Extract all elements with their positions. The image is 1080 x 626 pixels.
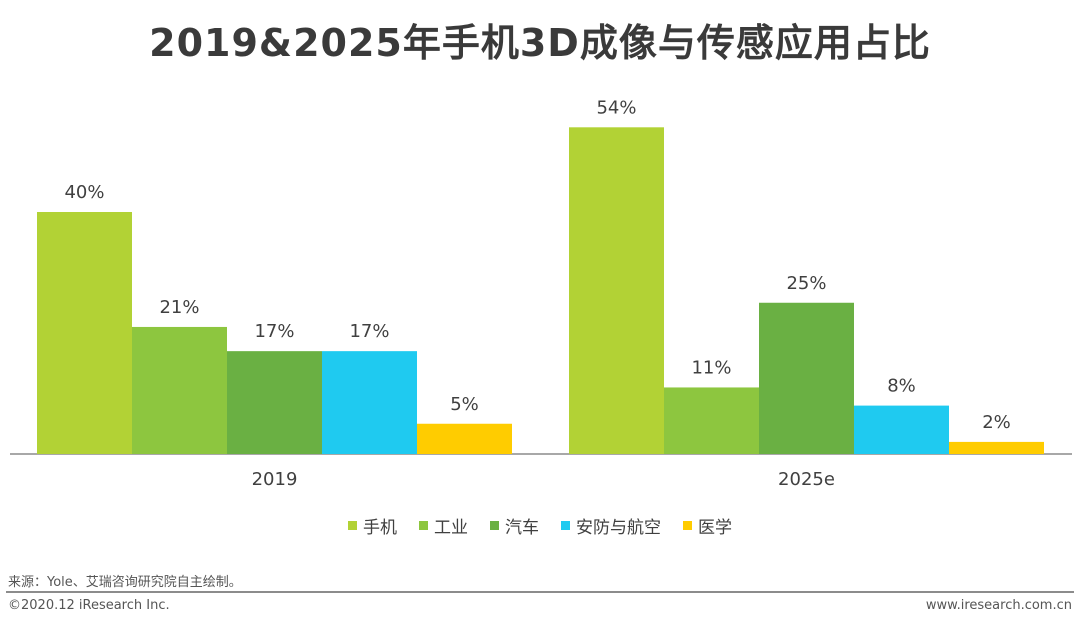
legend-label: 汽车 bbox=[505, 518, 539, 538]
data-label-汽车-2019: 17% bbox=[254, 321, 294, 342]
legend-item-安防与航空: 安防与航空 bbox=[561, 513, 661, 538]
x-tick-label-2019: 2019 bbox=[252, 469, 298, 490]
bar-chart: 40% 21% 17% 17% 5% 2019 54% 11% 25% 8% 2% 2025e bbox=[10, 97, 1072, 490]
data-label-医学-2025e: 2% bbox=[982, 412, 1011, 433]
data-label-医学-2019: 5% bbox=[450, 394, 479, 415]
chart-title: 2019&2025年手机3D成像与传感应用占比 bbox=[149, 21, 931, 65]
data-label-安防与航空-2025e: 8% bbox=[887, 376, 916, 397]
chart-legend: 手机 工业 汽车 安防与航空 医学 bbox=[0, 513, 1080, 538]
x-tick-label-2025e: 2025e bbox=[778, 469, 835, 490]
bar-安防与航空-2025e bbox=[854, 405, 949, 454]
data-label-工业-2019: 21% bbox=[159, 297, 199, 318]
legend-item-医学: 医学 bbox=[683, 513, 732, 538]
legend-swatch bbox=[561, 521, 570, 530]
website-link[interactable]: www.iresearch.com.cn bbox=[925, 598, 1072, 613]
legend-swatch bbox=[490, 521, 499, 530]
bar-安防与航空-2019 bbox=[322, 351, 417, 454]
footer-divider bbox=[6, 591, 1074, 593]
legend-swatch bbox=[419, 521, 428, 530]
bar-医学-2019 bbox=[417, 423, 512, 454]
bar-手机-2019 bbox=[37, 212, 132, 454]
legend-label: 安防与航空 bbox=[576, 518, 661, 538]
legend-label: 手机 bbox=[363, 518, 397, 538]
bar-工业-2025e bbox=[664, 387, 759, 454]
bar-汽车-2025e bbox=[759, 302, 854, 454]
data-label-工业-2025e: 11% bbox=[691, 357, 731, 378]
bar-医学-2025e bbox=[949, 441, 1044, 454]
legend-label: 医学 bbox=[698, 518, 732, 538]
legend-swatch bbox=[683, 521, 692, 530]
bar-工业-2019 bbox=[132, 326, 227, 454]
legend-swatch bbox=[348, 521, 357, 530]
legend-item-手机: 手机 bbox=[348, 513, 397, 538]
data-label-手机-2019: 40% bbox=[64, 182, 104, 203]
legend-label: 工业 bbox=[434, 518, 468, 538]
legend-item-工业: 工业 bbox=[419, 513, 468, 538]
copyright-text: ©2020.12 iResearch Inc. bbox=[8, 598, 170, 613]
legend-item-汽车: 汽车 bbox=[490, 513, 539, 538]
data-label-安防与航空-2019: 17% bbox=[349, 321, 389, 342]
bar-汽车-2019 bbox=[227, 351, 322, 454]
data-label-手机-2025e: 54% bbox=[596, 97, 636, 118]
source-note: 来源：Yole、艾瑞咨询研究院自主绘制。 bbox=[8, 575, 242, 590]
bar-手机-2025e bbox=[569, 127, 664, 455]
data-label-汽车-2025e: 25% bbox=[786, 273, 826, 294]
